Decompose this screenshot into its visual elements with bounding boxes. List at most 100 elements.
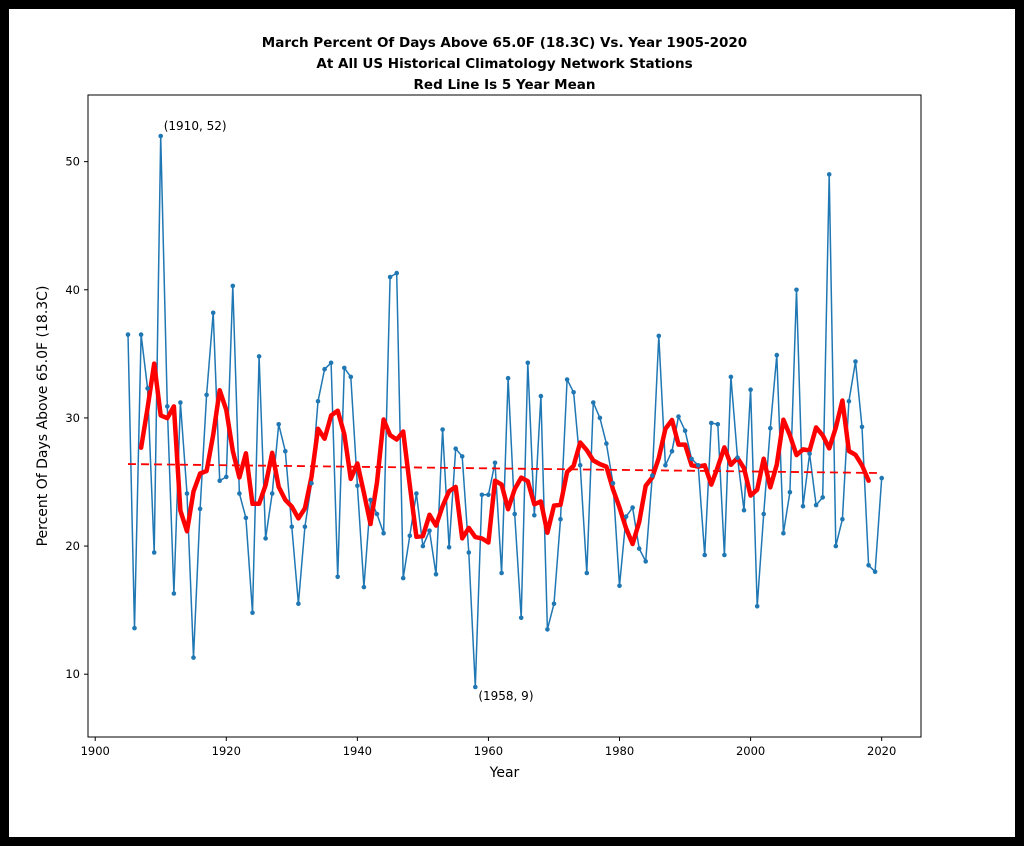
data-point-1966 bbox=[525, 360, 531, 366]
data-point-1958 bbox=[473, 684, 478, 690]
data-point-1980 bbox=[617, 583, 622, 589]
data-point-1907 bbox=[138, 332, 144, 337]
data-point-2010 bbox=[813, 502, 819, 508]
data-point-1982 bbox=[630, 505, 635, 510]
data-point-1984 bbox=[643, 559, 648, 564]
data-point-1977 bbox=[597, 415, 603, 421]
data-point-2007 bbox=[794, 287, 799, 293]
x-tick-label-2000: 2000 bbox=[736, 744, 765, 758]
chart-title-line-1: March Percent Of Days Above 65.0F (18.3C… bbox=[261, 35, 748, 51]
data-point-1905 bbox=[125, 332, 131, 337]
data-point-1965 bbox=[518, 615, 524, 621]
data-point-1959 bbox=[479, 492, 485, 498]
chart-title-line-2: At All US Historical Climatology Network… bbox=[316, 56, 693, 72]
data-point-1928 bbox=[276, 422, 282, 427]
data-point-2013 bbox=[833, 543, 839, 549]
data-point-1919 bbox=[217, 478, 222, 484]
data-point-1936 bbox=[328, 360, 334, 366]
data-point-1951 bbox=[427, 528, 432, 533]
chart-plot-area: 1900 1920 1940 1960 1980 2000 2020 10 20 30 40 50 Ye… bbox=[35, 94, 922, 781]
data-point-1981 bbox=[623, 514, 629, 519]
data-point-1915 bbox=[191, 655, 196, 660]
data-point-1961 bbox=[492, 460, 498, 466]
data-point-1937 bbox=[335, 574, 341, 580]
data-point-2005 bbox=[781, 531, 786, 536]
data-point-1908 bbox=[145, 386, 150, 391]
data-point-1924 bbox=[250, 610, 255, 615]
data-point-1944 bbox=[381, 531, 386, 536]
data-point-1949 bbox=[414, 491, 419, 496]
data-point-1963 bbox=[505, 375, 511, 381]
data-point-1943 bbox=[374, 511, 380, 517]
data-point-1917 bbox=[204, 392, 209, 398]
data-point-1939 bbox=[348, 374, 354, 380]
data-point-1948 bbox=[407, 533, 413, 539]
data-point-1983 bbox=[636, 546, 642, 551]
data-point-2016 bbox=[853, 359, 858, 364]
data-point-1932 bbox=[302, 524, 308, 530]
data-point-1927 bbox=[269, 491, 275, 496]
data-point-1979 bbox=[610, 481, 616, 486]
data-point-2017 bbox=[859, 424, 865, 430]
data-point-2015 bbox=[846, 399, 852, 404]
data-point-1990 bbox=[682, 428, 688, 434]
chart-title-line-3: Red Line Is 5 Year Mean bbox=[413, 77, 596, 93]
data-point-2003 bbox=[768, 425, 773, 431]
data-point-1909 bbox=[151, 550, 157, 555]
data-point-1926 bbox=[263, 536, 268, 541]
x-axis-label: Year bbox=[489, 765, 520, 781]
data-point-1953 bbox=[440, 427, 445, 432]
data-point-1952 bbox=[433, 572, 439, 577]
data-point-2004 bbox=[774, 352, 780, 358]
x-tick-label-2020: 2020 bbox=[867, 744, 896, 758]
five-year-mean-line bbox=[138, 361, 871, 547]
data-point-1912 bbox=[171, 591, 177, 596]
data-point-1933 bbox=[309, 481, 314, 486]
data-point-1999 bbox=[741, 507, 747, 513]
data-point-1986 bbox=[656, 333, 662, 339]
data-point-1916 bbox=[197, 506, 203, 512]
data-point-1970 bbox=[551, 601, 557, 606]
x-tick-label-1960: 1960 bbox=[474, 744, 503, 758]
data-point-1934 bbox=[315, 399, 321, 404]
data-point-1935 bbox=[322, 366, 327, 372]
data-point-1978 bbox=[604, 441, 609, 446]
data-point-2019 bbox=[872, 569, 878, 574]
data-point-1992 bbox=[695, 463, 701, 468]
data-point-1971 bbox=[558, 516, 563, 522]
data-point-2020 bbox=[879, 475, 884, 481]
data-point-1997 bbox=[728, 374, 734, 380]
data-point-1968 bbox=[538, 393, 544, 399]
data-point-1925 bbox=[256, 354, 262, 359]
y-tick-label-20: 20 bbox=[65, 539, 80, 553]
x-tick-label-1900: 1900 bbox=[81, 744, 110, 758]
data-point-1985 bbox=[650, 473, 655, 478]
data-point-1995 bbox=[715, 422, 721, 427]
data-point-1964 bbox=[512, 511, 517, 517]
data-point-1918 bbox=[210, 310, 216, 316]
data-point-1957 bbox=[466, 550, 472, 555]
data-point-1960 bbox=[486, 492, 491, 498]
data-point-1987 bbox=[663, 463, 668, 468]
data-point-1954 bbox=[446, 545, 452, 550]
data-point-1945 bbox=[387, 274, 393, 280]
y-tick-label-30: 30 bbox=[65, 411, 80, 425]
data-point-1993 bbox=[702, 552, 707, 558]
x-tick-label-1920: 1920 bbox=[212, 744, 241, 758]
data-point-2018 bbox=[866, 563, 871, 568]
data-point-1940 bbox=[355, 483, 360, 489]
data-point-1991 bbox=[689, 456, 694, 462]
annotation-1958: (1958, 9) bbox=[478, 689, 533, 703]
axes-frame bbox=[87, 94, 922, 738]
chart-title: March Percent Of Days Above 65.0F (18.3C… bbox=[88, 33, 921, 96]
data-point-1976 bbox=[591, 400, 596, 405]
data-point-1923 bbox=[243, 515, 249, 521]
data-point-2009 bbox=[807, 451, 812, 457]
data-point-2000 bbox=[748, 387, 753, 393]
data-point-2012 bbox=[826, 172, 832, 177]
x-tick-label-1940: 1940 bbox=[343, 744, 372, 758]
figure-canvas: March Percent Of Days Above 65.0F (18.3C… bbox=[9, 9, 1015, 837]
data-point-1921 bbox=[230, 283, 236, 289]
data-point-1946 bbox=[394, 270, 400, 276]
